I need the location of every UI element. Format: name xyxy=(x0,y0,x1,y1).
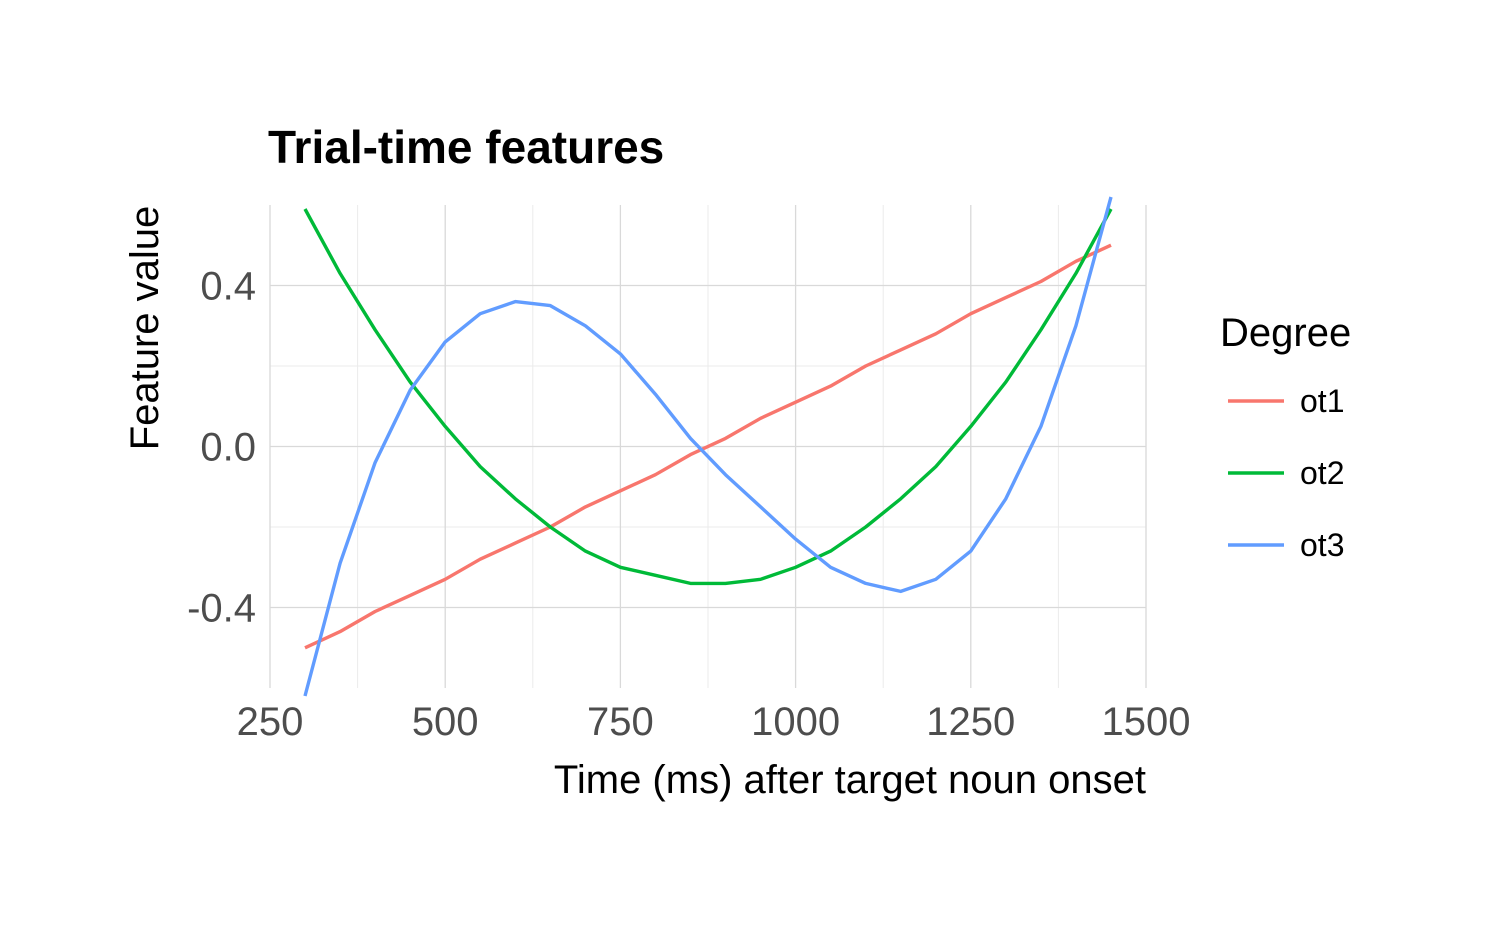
legend-label-ot3: ot3 xyxy=(1300,527,1344,563)
legend-items: ot1 ot2 ot3 xyxy=(1228,383,1344,563)
y-tick-label: 0.4 xyxy=(200,265,256,309)
legend-item-ot1: ot1 xyxy=(1228,383,1344,419)
legend-title: Degree xyxy=(1220,311,1351,355)
legend-item-ot2: ot2 xyxy=(1228,455,1344,491)
x-tick-label: 1250 xyxy=(926,700,1015,744)
series-line-ot3 xyxy=(303,196,1113,697)
legend-label-ot2: ot2 xyxy=(1300,455,1344,491)
x-tick-label: 1500 xyxy=(1102,700,1191,744)
y-tick-label: -0.4 xyxy=(187,587,256,631)
legend-label-ot1: ot1 xyxy=(1300,383,1344,419)
x-tick-label: 1000 xyxy=(751,700,840,744)
legend: Degree ot1 ot2 ot3 xyxy=(1220,311,1351,563)
y-axis-title: Feature value xyxy=(123,206,167,451)
x-tick-label: 250 xyxy=(237,700,304,744)
series-line-ot2 xyxy=(303,208,1113,586)
x-axis-ticks: 250 500 750 1000 1250 1500 xyxy=(237,700,1191,744)
x-axis-title: Time (ms) after target noun onset xyxy=(554,758,1146,802)
plot-series xyxy=(303,196,1113,697)
series-line-ot1 xyxy=(304,243,1112,650)
y-axis-ticks: -0.4 0.0 0.4 xyxy=(187,265,256,631)
x-tick-label: 500 xyxy=(412,700,479,744)
y-tick-label: 0.0 xyxy=(200,426,256,470)
plot-grid xyxy=(269,205,1147,688)
x-tick-label: 750 xyxy=(587,700,654,744)
chart-title: Trial-time features xyxy=(268,121,664,173)
legend-item-ot3: ot3 xyxy=(1228,527,1344,563)
